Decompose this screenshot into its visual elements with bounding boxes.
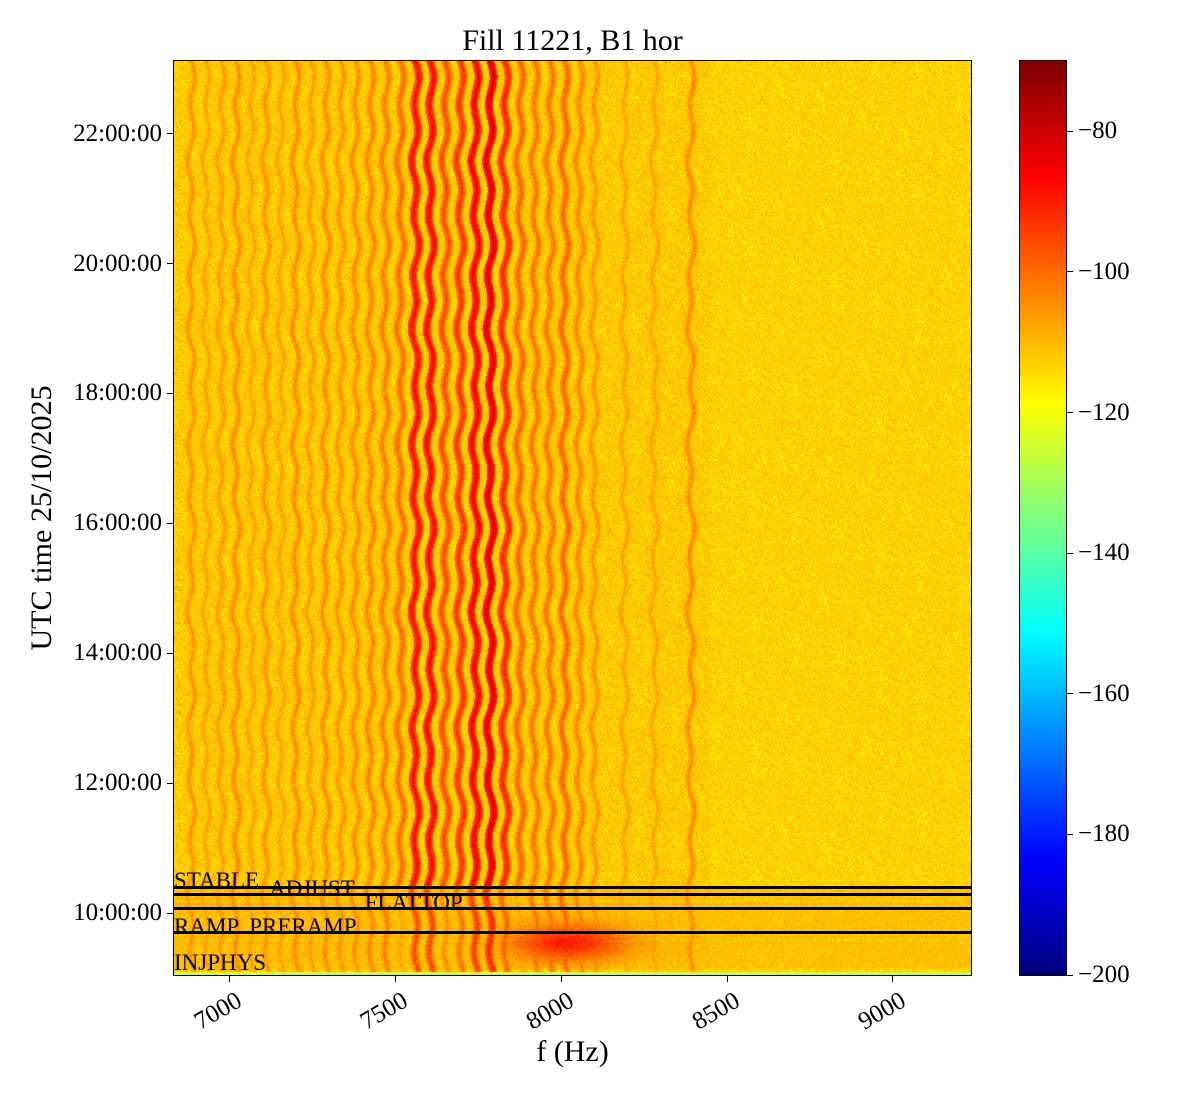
colorbar-tick-label: −80	[1078, 117, 1118, 145]
colorbar-tick-label: −180	[1078, 820, 1130, 848]
x-tick-label: 7000	[189, 987, 247, 1036]
colorbar-tick	[1066, 552, 1073, 554]
colorbar-tick-label: −100	[1078, 257, 1130, 285]
y-tick	[167, 263, 174, 264]
y-axis-label: UTC time 25/10/2025	[25, 385, 58, 651]
y-tick	[167, 912, 174, 914]
colorbar-tick	[1066, 693, 1073, 695]
spectrogram-heatmap	[174, 61, 971, 975]
beam-mode-label-injphys: INJPHYS	[174, 950, 267, 975]
y-tick-label: 10:00:00	[73, 899, 162, 927]
x-tick	[726, 975, 728, 982]
x-tick	[394, 975, 396, 982]
y-tick-label: 22:00:00	[73, 119, 162, 147]
colorbar-tick	[1066, 412, 1073, 414]
y-tick-label: 18:00:00	[73, 379, 162, 407]
x-tick	[228, 975, 230, 982]
y-tick-label: 12:00:00	[73, 769, 162, 797]
x-axis-label: f (Hz)	[536, 1035, 609, 1068]
x-tick	[560, 975, 562, 982]
x-tick-label: 8500	[687, 987, 745, 1036]
y-tick	[167, 133, 174, 135]
x-tick-label: 9000	[853, 987, 911, 1036]
x-tick-label: 7500	[355, 987, 413, 1036]
y-tick-label: 20:00:00	[73, 249, 162, 277]
y-tick	[167, 782, 174, 784]
beam-mode-label-preramp: PRERAMP	[249, 913, 357, 939]
colorbar-tick-label: −120	[1078, 398, 1130, 426]
beam-mode-line-stable	[174, 885, 971, 889]
colorbar	[1020, 61, 1066, 975]
x-tick-label: 8000	[521, 987, 579, 1036]
colorbar-tick-label: −200	[1078, 961, 1130, 988]
y-tick-label: 16:00:00	[73, 509, 162, 537]
beam-mode-line-flattop	[174, 907, 971, 911]
x-tick	[892, 975, 894, 982]
beam-mode-label-flattop: FLATTOP	[364, 889, 463, 915]
beam-mode-label-adjust: ADJUST	[269, 875, 355, 901]
chart-title: Fill 11221, B1 hor	[462, 24, 683, 57]
y-tick	[167, 392, 174, 394]
colorbar-tick-label: −160	[1078, 679, 1130, 707]
colorbar-tick	[1066, 271, 1073, 273]
y-tick	[167, 522, 174, 524]
colorbar-tick-label: −140	[1078, 539, 1130, 567]
beam-mode-line-adjust	[174, 893, 971, 897]
colorbar-tick	[1066, 130, 1073, 132]
beam-mode-line-ramp	[174, 931, 971, 935]
spectrogram-plot-area	[174, 61, 971, 975]
beam-mode-label-ramp: RAMP	[174, 913, 240, 939]
colorbar-tick	[1066, 833, 1073, 835]
colorbar-tick	[1066, 974, 1073, 976]
beam-mode-label-stable: STABLE	[174, 868, 260, 894]
y-tick-label: 14:00:00	[73, 639, 162, 667]
y-tick	[167, 652, 174, 654]
